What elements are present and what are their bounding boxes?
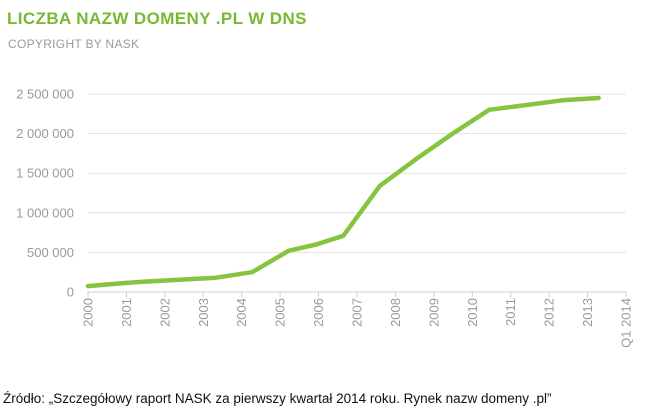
x-tick-label: 2002 bbox=[157, 298, 172, 327]
line-chart: 0 500 000 1 000 000 1 500 000 2 000 000 2 500… bbox=[16, 87, 634, 348]
x-tick-label: 2000 bbox=[81, 298, 96, 327]
x-tick-label: 2001 bbox=[119, 298, 134, 327]
source-note: Źródło: „Szczegółowy raport NASK za pier… bbox=[3, 391, 552, 406]
x-tick-label: 2007 bbox=[350, 298, 365, 327]
x-tick-label: 2005 bbox=[273, 298, 288, 327]
y-tick-label: 1 500 000 bbox=[16, 166, 74, 181]
y-tick-label: 1 000 000 bbox=[16, 205, 74, 220]
series-line bbox=[85, 95, 601, 289]
chart-subtitle: COPYRIGHT BY NASK bbox=[8, 37, 140, 51]
chart-title: LICZBA NAZW DOMENY .PL W DNS bbox=[7, 9, 307, 28]
x-tick-label: 2013 bbox=[580, 298, 595, 327]
y-tick-label: 500 000 bbox=[27, 245, 74, 260]
y-tick-label: 0 bbox=[67, 285, 74, 300]
x-tick-label: 2003 bbox=[196, 298, 211, 327]
x-tick-label: 2008 bbox=[388, 298, 403, 327]
x-tick-label: 2011 bbox=[503, 298, 518, 326]
x-tick-label: 2004 bbox=[234, 298, 249, 327]
y-tick-label: 2 500 000 bbox=[16, 87, 74, 102]
x-tick-label: Q1 2014 bbox=[619, 298, 634, 348]
y-tick-label: 2 000 000 bbox=[16, 126, 74, 141]
x-tick-label: 2006 bbox=[311, 298, 326, 327]
x-tick-label: 2012 bbox=[542, 298, 557, 327]
x-tick-label: 2010 bbox=[465, 298, 480, 327]
x-tick-label: 2009 bbox=[426, 298, 441, 327]
